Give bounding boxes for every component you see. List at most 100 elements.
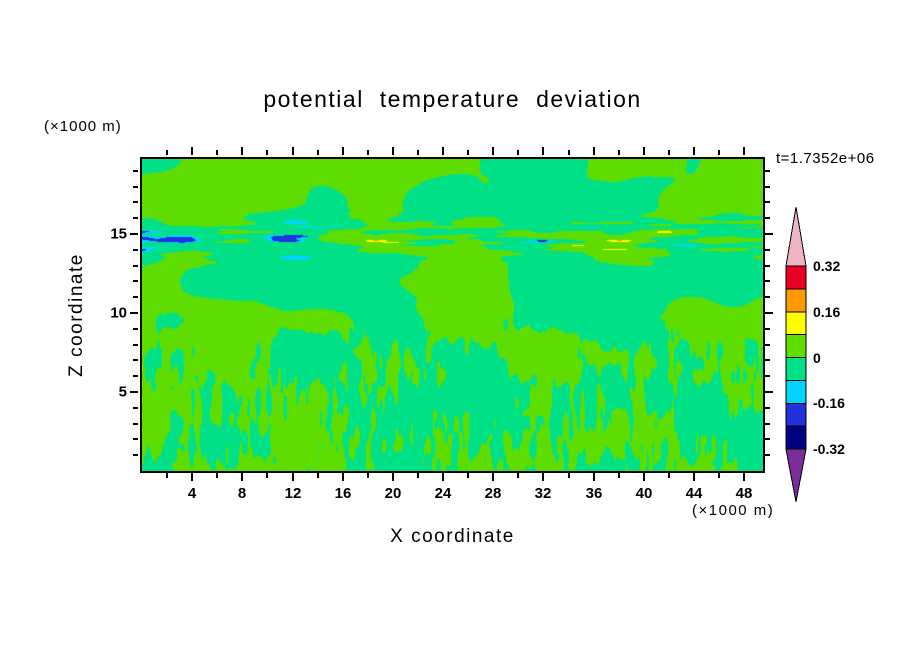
x-minor-tick-top [417, 150, 419, 155]
z-major-tick [130, 391, 138, 393]
z-minor-tick [133, 328, 138, 330]
z-minor-tick-right [765, 186, 770, 188]
x-major-tick [241, 473, 243, 481]
z-minor-tick [133, 344, 138, 346]
z-minor-tick [133, 249, 138, 251]
z-minor-tick-right [765, 375, 770, 377]
colorbar-tick-label: 0.16 [813, 303, 841, 320]
z-minor-tick [133, 296, 138, 298]
x-tick-label: 24 [434, 485, 452, 502]
x-major-tick-top [593, 147, 595, 155]
x-tick-label: 8 [237, 485, 247, 502]
x-tick-label: 36 [585, 485, 603, 502]
x-minor-tick-top [517, 150, 519, 155]
x-major-tick [542, 473, 544, 481]
x-major-tick-top [442, 147, 444, 155]
z-tick-label: 10 [110, 304, 127, 322]
x-minor-tick [517, 473, 519, 478]
z-minor-tick [133, 375, 138, 377]
colorbar-segment [785, 402, 807, 427]
z-minor-tick [133, 280, 138, 282]
z-minor-tick-right [765, 438, 770, 440]
z-major-tick [130, 312, 138, 314]
z-minor-tick [133, 217, 138, 219]
x-minor-tick-top [618, 150, 620, 155]
colorbar-under-arrow [785, 448, 807, 503]
z-minor-tick-right [765, 296, 770, 298]
z-minor-tick [133, 201, 138, 203]
x-tick-label: 48 [735, 485, 753, 502]
x-tick-label: 4 [187, 485, 197, 502]
x-minor-tick-top [367, 150, 369, 155]
x-major-tick [191, 473, 193, 481]
x-tick-label: 32 [534, 485, 552, 502]
colorbar-segment [785, 425, 807, 450]
z-minor-tick-right [765, 170, 770, 172]
x-tick-label: 40 [635, 485, 653, 502]
chart-title: potential temperature deviation [263, 86, 642, 112]
colorbar-tick-label: -0.16 [813, 395, 845, 412]
z-minor-tick-right [765, 280, 770, 282]
x-minor-tick [317, 473, 319, 478]
x-minor-tick-top [317, 150, 319, 155]
z-minor-tick-right [765, 423, 770, 425]
x-minor-tick-top [266, 150, 268, 155]
colorbar-tick-label: 0.32 [813, 258, 841, 274]
z-minor-tick-right [765, 454, 770, 456]
x-minor-tick-top [467, 150, 469, 155]
x-minor-tick [668, 473, 670, 478]
x-minor-tick [166, 473, 168, 478]
colorbar-svg [785, 206, 807, 503]
x-tick-label: 12 [284, 485, 302, 502]
x-minor-tick [216, 473, 218, 478]
z-major-tick-right [765, 312, 773, 314]
x-minor-tick [568, 473, 570, 478]
z-minor-tick-right [765, 217, 770, 219]
z-minor-tick [133, 170, 138, 172]
x-minor-tick-top [668, 150, 670, 155]
x-major-tick-top [542, 147, 544, 155]
x-axis-title: X coordinate [390, 526, 515, 547]
x-tick-label: 20 [384, 485, 402, 502]
x-major-tick-top [392, 147, 394, 155]
colorbar-segment [785, 334, 807, 359]
colorbar-segment [785, 265, 807, 290]
x-major-tick [442, 473, 444, 481]
time-annotation: t=1.7352e+06 [776, 150, 875, 167]
x-major-tick-top [292, 147, 294, 155]
x-minor-tick [618, 473, 620, 478]
z-tick-label: 5 [118, 383, 127, 401]
x-minor-tick [718, 473, 720, 478]
colorbar-segment [785, 288, 807, 313]
colorbar-tick-label: -0.32 [813, 441, 845, 457]
z-minor-tick-right [765, 265, 770, 267]
z-minor-tick [133, 359, 138, 361]
x-minor-tick [467, 473, 469, 478]
z-minor-tick-right [765, 407, 770, 409]
z-minor-tick-right [765, 344, 770, 346]
x-major-tick-top [693, 147, 695, 155]
x-major-tick-top [191, 147, 193, 155]
z-major-tick-right [765, 391, 773, 393]
z-minor-tick [133, 186, 138, 188]
x-major-tick-top [342, 147, 344, 155]
colorbar-segment [785, 357, 807, 381]
x-major-tick [693, 473, 695, 481]
y-axis-title: Z coordinate [66, 253, 87, 377]
z-minor-tick [133, 454, 138, 456]
colorbar-tick-label: 0 [813, 349, 821, 366]
x-axis-unit-label: (×1000 m) [692, 502, 775, 519]
x-major-tick-top [643, 147, 645, 155]
colorbar-segment [785, 379, 807, 404]
z-minor-tick-right [765, 249, 770, 251]
plot-area: 4 8 12 16 20 24 28 32 36 40 44 48 5 10 15 [110, 147, 773, 502]
z-minor-tick [133, 438, 138, 440]
colorbar-segment [785, 311, 807, 336]
z-minor-tick [133, 407, 138, 409]
x-major-tick [292, 473, 294, 481]
x-tick-label: 28 [484, 485, 502, 502]
x-minor-tick [417, 473, 419, 478]
x-major-tick [492, 473, 494, 481]
x-major-tick [743, 473, 745, 481]
y-axis-unit-label: (×1000 m) [44, 118, 122, 135]
